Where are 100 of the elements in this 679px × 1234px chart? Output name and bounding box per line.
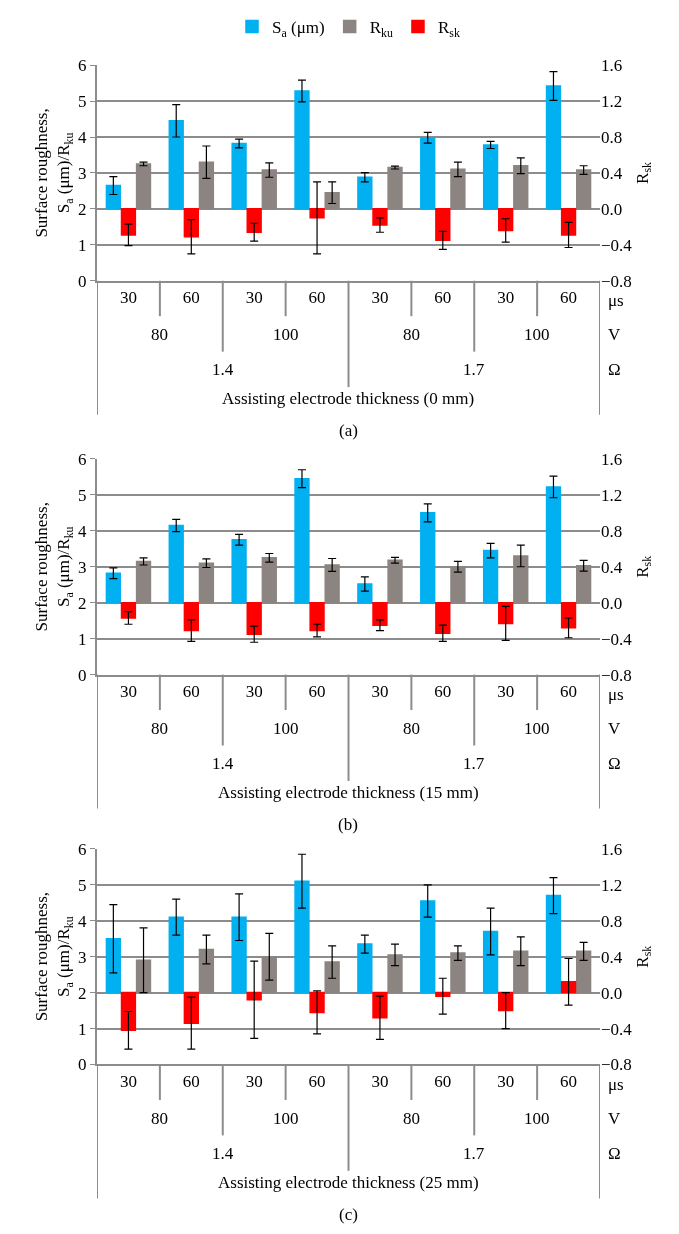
text: 80	[403, 1109, 420, 1128]
x-tick-label: 30	[245, 288, 263, 308]
y-tick-label: 2	[78, 983, 87, 1003]
bar	[482, 144, 499, 210]
y2-tick-label: −0.4	[601, 235, 633, 255]
x-axis-title: Assisting electrode thickness (15 mm)	[218, 783, 479, 802]
text: 100	[524, 1109, 550, 1128]
text: (c)	[339, 1205, 358, 1224]
bar	[168, 524, 184, 604]
x-tick-label: 30	[497, 681, 515, 701]
text: 1.4	[212, 1144, 234, 1163]
y2-tick-label: 0.8	[601, 911, 623, 931]
text: 80	[403, 325, 420, 344]
y2-tick-label: 1.6	[601, 839, 623, 859]
x-tick-label: 60	[434, 288, 452, 308]
x-tick-label: 30	[497, 288, 515, 308]
bar	[420, 136, 436, 210]
x-tick-label: 60	[560, 288, 578, 308]
y-tick-label: 0	[78, 1055, 87, 1075]
y-tick-label: 5	[78, 875, 87, 895]
bar	[545, 894, 562, 994]
y2-tick-label: 1.6	[601, 56, 623, 76]
bar	[168, 120, 184, 210]
y-tick-label: 5	[78, 485, 87, 505]
text: 100	[273, 1109, 299, 1128]
y2-tick-label: −0.4	[601, 1019, 633, 1039]
text: μs	[608, 685, 624, 704]
y2-tick-label: −0.4	[601, 629, 633, 649]
text: Ω	[608, 360, 621, 379]
y-tick-label: 6	[78, 56, 87, 76]
x-tick-label: 30	[119, 681, 137, 701]
y-tick-label: 4	[78, 127, 88, 147]
text: μs	[608, 1075, 624, 1094]
y2-tick-label: 0.0	[601, 199, 623, 219]
y2-tick-label: 1.6	[601, 449, 623, 469]
bar	[482, 549, 499, 604]
text: 100	[524, 325, 550, 344]
legend-label: R$_{sk}$	[437, 18, 460, 40]
bar	[294, 477, 310, 604]
text: 80	[151, 719, 168, 738]
text: 100	[273, 325, 299, 344]
text: 1.4	[212, 360, 234, 379]
y-tick-label: 2	[78, 593, 87, 613]
text: 100	[524, 719, 550, 738]
bar	[105, 184, 122, 210]
y-tick-label: 1	[78, 235, 87, 255]
bar	[420, 512, 436, 604]
x-tick-label: 30	[245, 1071, 263, 1091]
y-tick-label: 6	[78, 449, 87, 469]
x-tick-label: 60	[182, 1071, 200, 1091]
x-tick-label: 60	[560, 681, 578, 701]
y2-tick-label: −0.8	[601, 665, 632, 685]
legend-label: R$_{ku}$	[369, 18, 393, 40]
text: V	[608, 719, 621, 738]
text: Ω	[608, 1144, 621, 1163]
text: 80	[151, 325, 168, 344]
y-tick-label: 4	[78, 521, 88, 541]
bar	[357, 943, 373, 994]
bar	[231, 916, 247, 994]
text: (a)	[339, 421, 358, 440]
text: 1.7	[463, 754, 485, 773]
x-tick-label: 60	[560, 1071, 578, 1091]
bar	[545, 85, 562, 210]
y2-tick-label: 1.2	[601, 485, 623, 505]
bar	[482, 930, 499, 994]
bar	[545, 486, 562, 604]
y2-tick-label: 1.2	[601, 92, 623, 112]
x-axis-title: Assisting electrode thickness (25 mm)	[218, 1173, 479, 1192]
text: V	[608, 325, 621, 344]
x-tick-label: 30	[371, 681, 389, 701]
x-tick-label: 30	[371, 288, 389, 308]
y-tick-label: 3	[78, 947, 87, 967]
y-tick-label: 0	[78, 271, 87, 291]
text: 80	[403, 719, 420, 738]
text: Ω	[608, 754, 621, 773]
y-tick-label: 6	[78, 839, 87, 859]
text: 80	[151, 1109, 168, 1128]
text: 1.7	[463, 1144, 485, 1163]
y2-tick-label: −0.8	[601, 1055, 632, 1075]
text: 1.4	[212, 754, 234, 773]
bar	[357, 176, 373, 210]
y2-tick-label: 0.8	[601, 127, 623, 147]
bar	[231, 142, 247, 210]
x-tick-label: 60	[182, 681, 200, 701]
y2-tick-label: 0.0	[601, 983, 623, 1003]
text: V	[608, 1109, 621, 1128]
y2-tick-label: 0.0	[601, 593, 623, 613]
text: 1.7	[463, 360, 485, 379]
y2-tick-label: 0.4	[601, 163, 623, 183]
y2-tick-label: −0.8	[601, 271, 632, 291]
bar	[105, 937, 122, 994]
y-tick-label: 3	[78, 557, 87, 577]
x-tick-label: 30	[371, 1071, 389, 1091]
text: μs	[608, 291, 624, 310]
bar	[420, 900, 436, 994]
y-tick-label: 1	[78, 629, 87, 649]
y-tick-label: 5	[78, 92, 87, 112]
x-tick-label: 60	[434, 1071, 452, 1091]
y-tick-label: 1	[78, 1019, 87, 1039]
legend-label: S$_{a}$ (μm)	[272, 18, 325, 40]
